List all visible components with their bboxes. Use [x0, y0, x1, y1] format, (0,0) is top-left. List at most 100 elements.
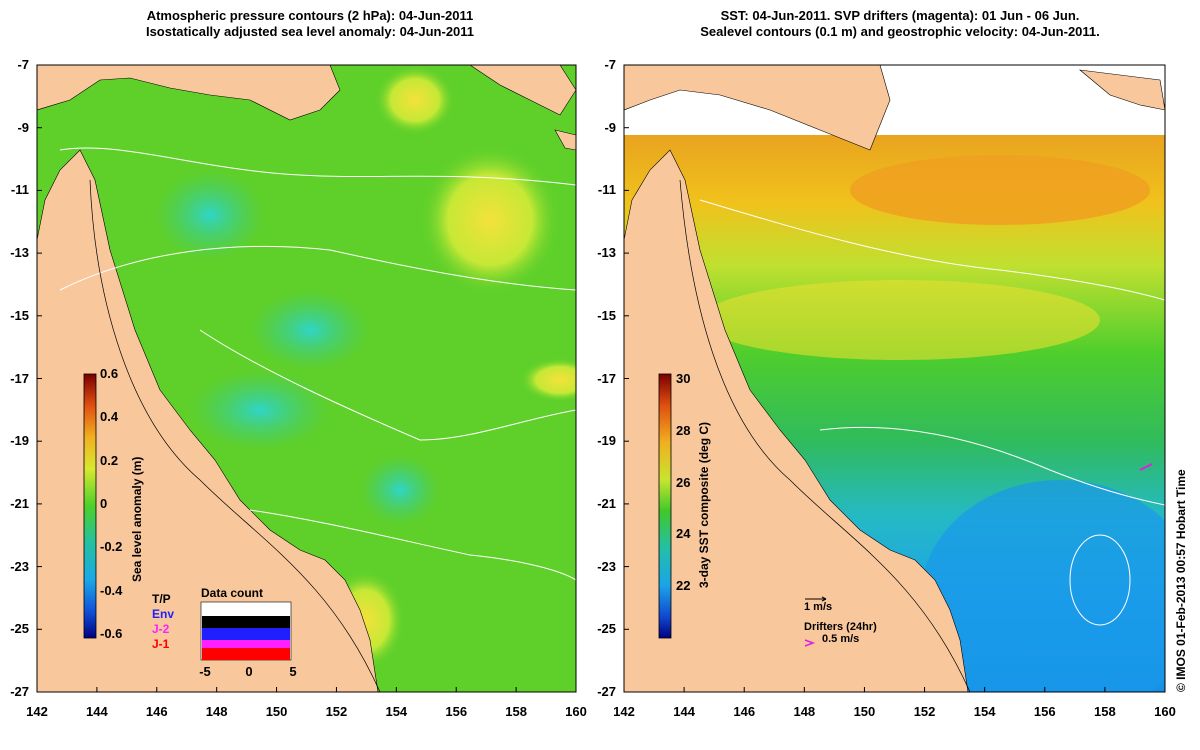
left-colorbar-tick-label: -0.4	[100, 582, 123, 598]
left-anomaly-high-3	[520, 358, 576, 402]
right-x-tick-label: 142	[613, 704, 635, 719]
right-title-line1: SST: 04-Jun-2011. SVP drifters (magenta)…	[720, 8, 1080, 23]
right-x-tick-label: 148	[793, 704, 816, 719]
left-title-line2: Isostatically adjusted sea level anomaly…	[145, 24, 475, 39]
left-x-tick-label: 146	[145, 704, 168, 719]
left-y-tick-label: -19	[10, 433, 29, 449]
left-x-tick-label: 144	[86, 704, 108, 719]
right-x-tick-label: 152	[913, 704, 936, 719]
velocity-scale-label: 1 m/s	[804, 601, 833, 613]
left-y-tick-label: -7	[17, 57, 29, 72]
right-sealevel-contour-1	[699, 199, 1165, 301]
left-anomaly-low-1	[155, 170, 265, 260]
left-x-tick-label: 152	[325, 704, 348, 719]
drifters-speed-label: 0.5 m/s	[822, 633, 860, 645]
right-y-tick-label: -25	[597, 621, 616, 637]
data-count-bar-j2	[202, 640, 290, 648]
left-map	[37, 65, 576, 692]
right-y-tick-label: -21	[597, 495, 616, 511]
drifter-legend-marker	[804, 639, 816, 647]
right-sealevel-contour-2	[819, 426, 1165, 506]
left-colorbar-title: Sea level anomaly (m)	[130, 456, 144, 582]
right-x-tick-label: 150	[853, 704, 876, 719]
left-colorbar-tick-label: 0.4	[100, 409, 119, 425]
right-y-tick-label: -23	[597, 558, 616, 574]
right-yellow-band	[700, 280, 1100, 360]
velocity-scale-arrowhead	[821, 596, 827, 602]
right-land-islands-ne	[1079, 69, 1165, 111]
imos-credit: © IMOS 01-Feb-2013 00:57 Hobart Time	[1174, 469, 1188, 692]
left-colorbar	[83, 373, 97, 639]
right-y-tick-label: -19	[597, 433, 616, 449]
data-count-bar-tp	[202, 616, 290, 628]
left-x-tick-label: 156	[445, 704, 468, 719]
right-cool-area	[920, 480, 1165, 692]
left-pressure-contour-4	[249, 509, 576, 581]
right-land-new-guinea	[624, 65, 891, 151]
right-colorbar-tick-label: 30	[676, 371, 691, 386]
left-y-tick-label: -11	[10, 182, 29, 198]
right-y-tick-label: -27	[597, 684, 616, 699]
right-x-tick-label: 158	[1094, 704, 1116, 719]
left-y-tick-label: -25	[10, 621, 29, 637]
left-anomaly-high-2	[420, 145, 560, 295]
left-x-tick-label: 160	[565, 704, 587, 719]
left-colorbar-tick-label: 0	[100, 496, 108, 511]
data-count-title: Data count	[201, 586, 264, 600]
axis-ticks	[36, 64, 1166, 693]
right-drifter-track	[1139, 463, 1153, 471]
left-anomaly-low-3	[360, 455, 440, 525]
left-shelf-contour	[89, 179, 381, 692]
data-count-x-tick-label: -5	[199, 664, 211, 679]
left-title-line1: Atmospheric pressure contours (2 hPa): 0…	[146, 8, 474, 23]
left-x-tick-label: 150	[265, 704, 288, 719]
right-x-tick-label: 160	[1154, 704, 1176, 719]
left-x-tick-label: 142	[26, 704, 48, 719]
right-y-tick-label: -17	[597, 370, 616, 386]
right-title-line2: Sealevel contours (0.1 m) and geostrophi…	[700, 24, 1100, 39]
left-land-australia	[37, 149, 379, 692]
right-colorbar-tick-label: 26	[676, 474, 691, 490]
left-colorbar-tick-label: 0.6	[100, 366, 119, 381]
right-y-tick-label: -11	[597, 182, 616, 198]
right-colorbar-title: 3-day SST composite (deg C)	[697, 421, 711, 588]
left-y-tick-label: -27	[10, 684, 29, 699]
left-colorbar-tick-label: -0.2	[100, 539, 123, 555]
left-pressure-contour-3	[199, 329, 576, 441]
left-anomaly-low-4	[190, 370, 330, 450]
right-x-tick-label: 154	[973, 704, 996, 719]
right-shelf-contour	[679, 179, 971, 692]
left-anomaly-high-1	[375, 65, 455, 135]
right-colorbar-tick-label: 28	[676, 422, 691, 438]
right-land-australia	[624, 149, 969, 692]
right-colorbar-tick-label: 24	[676, 526, 691, 542]
left-x-tick-label: 148	[205, 704, 228, 719]
right-x-tick-label: 144	[673, 704, 695, 719]
left-x-tick-label: 158	[505, 704, 527, 719]
left-anomaly-low-2	[250, 290, 370, 370]
left-y-tick-label: -13	[10, 245, 29, 261]
right-y-tick-label: -13	[597, 245, 616, 261]
right-y-tick-label: -7	[604, 57, 616, 72]
data-count-legend-item: Env	[152, 607, 175, 621]
left-y-tick-label: -23	[10, 558, 29, 574]
data-count-bar-j1	[202, 648, 290, 660]
left-colorbar-tick-label: -0.6	[100, 626, 123, 641]
left-land-new-guinea	[37, 65, 341, 121]
left-pressure-contour-2	[59, 245, 576, 291]
left-map-title: Atmospheric pressure contours (2 hPa): 0…	[60, 8, 560, 40]
left-pressure-contour-1	[59, 147, 576, 186]
data-count-legend-item: T/P	[152, 592, 171, 606]
right-map-title: SST: 04-Jun-2011. SVP drifters (magenta)…	[640, 8, 1160, 40]
data-count-bar-env	[202, 628, 290, 640]
left-y-tick-label: -15	[10, 307, 29, 323]
data-count-x-tick-label: 0	[245, 664, 253, 679]
right-y-tick-label: -9	[604, 119, 616, 135]
left-y-tick-label: -21	[10, 495, 29, 511]
drifters-legend-label: Drifters (24hr)	[804, 621, 877, 633]
data-count-x-tick-label: 5	[289, 664, 297, 679]
right-x-tick-label: 156	[1033, 704, 1056, 719]
left-land-island-e	[554, 129, 576, 151]
data-count-inset	[200, 601, 292, 661]
